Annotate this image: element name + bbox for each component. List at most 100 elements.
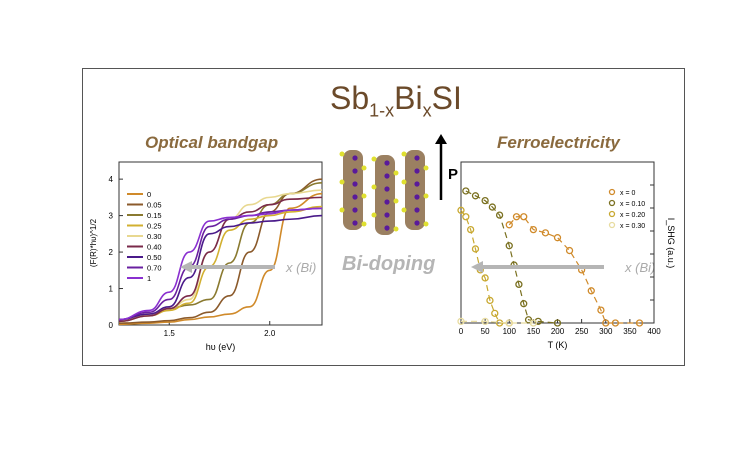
iodine-atom bbox=[414, 207, 420, 213]
shg-xtick-label: 350 bbox=[623, 327, 637, 336]
shg-fit-line bbox=[461, 320, 534, 324]
sulfur-atom bbox=[339, 207, 345, 213]
legend-label: x = 0.30 bbox=[620, 223, 645, 230]
shg-xtick-label: 50 bbox=[481, 327, 490, 336]
iodine-atom bbox=[414, 181, 420, 187]
bandgap-ytick-label: 4 bbox=[109, 175, 114, 184]
figure-frame bbox=[82, 68, 685, 366]
shg-data-point bbox=[481, 317, 489, 326]
shg-ylabel: I_SHG (a.u.) bbox=[666, 218, 676, 269]
bandgap-series-line bbox=[118, 207, 323, 321]
iodine-atom bbox=[352, 155, 358, 161]
shg-data-point bbox=[505, 242, 513, 250]
arrow-head-icon bbox=[471, 261, 483, 273]
legend-label: 0.30 bbox=[147, 232, 162, 241]
shg-data-point bbox=[462, 213, 470, 221]
bandgap-series-line bbox=[118, 178, 323, 324]
sulfur-atom bbox=[361, 221, 367, 227]
shg-data-point bbox=[602, 319, 610, 327]
legend-marker bbox=[608, 199, 616, 207]
legend-label: 0.15 bbox=[147, 211, 162, 220]
sulfur-atom bbox=[423, 193, 429, 199]
bandgap-xlabel: hυ (eV) bbox=[206, 342, 235, 352]
shg-data-point bbox=[529, 225, 538, 234]
shg-data-point bbox=[488, 203, 497, 211]
legend-marker bbox=[608, 188, 616, 196]
shg-xtick-label: 0 bbox=[459, 327, 464, 336]
title-sb: Sb bbox=[330, 80, 370, 116]
shg-data-point bbox=[491, 309, 499, 317]
bandgap-xtick-label: 1.5 bbox=[164, 329, 176, 338]
sulfur-atom bbox=[401, 179, 407, 185]
sulfur-atom bbox=[423, 165, 429, 171]
legend-label: x = 0.20 bbox=[620, 212, 645, 219]
bandgap-plot-frame bbox=[118, 161, 323, 326]
shg-data-point bbox=[466, 225, 475, 234]
legend-label: 1 bbox=[147, 274, 151, 283]
shg-data-point bbox=[611, 319, 620, 327]
title-sub2: x bbox=[422, 100, 432, 121]
shg-data-point bbox=[565, 246, 574, 255]
iodine-atom bbox=[352, 194, 358, 200]
bandgap-ylabel: (F(R)*hυ)^1/2 bbox=[89, 218, 98, 267]
shg-data-point bbox=[471, 192, 480, 200]
iodine-atom bbox=[384, 160, 390, 166]
shg-data-point bbox=[597, 306, 605, 314]
sulfur-atom bbox=[401, 151, 407, 157]
shg-data-point bbox=[635, 319, 644, 327]
bandgap-series-line bbox=[118, 214, 323, 321]
shg-xtick-label: 100 bbox=[503, 327, 517, 336]
bandgap-ytick-label: 2 bbox=[109, 248, 114, 257]
iodine-atom bbox=[414, 168, 420, 174]
sulfur-atom bbox=[371, 156, 377, 162]
legend-label: x = 0 bbox=[620, 190, 635, 197]
shg-data-point bbox=[481, 196, 489, 205]
shg-data-point bbox=[520, 300, 528, 308]
polarization-label: P bbox=[448, 166, 459, 183]
sulfur-atom bbox=[361, 165, 367, 171]
arrow-up-icon bbox=[435, 134, 447, 144]
bandgap-xtick-label: 2.0 bbox=[264, 329, 276, 338]
shg-data-point bbox=[529, 319, 538, 327]
sulfur-atom bbox=[393, 198, 399, 204]
right-panel-title: Ferroelectricity bbox=[497, 133, 620, 152]
sulfur-atom bbox=[361, 193, 367, 199]
iodine-atom bbox=[384, 199, 390, 205]
shg-data-point bbox=[524, 316, 533, 324]
iodine-atom bbox=[384, 212, 390, 218]
shg-data-point bbox=[553, 319, 562, 327]
shg-fit-line bbox=[465, 190, 558, 324]
crystal-chain bbox=[375, 155, 395, 235]
iodine-atom bbox=[352, 181, 358, 187]
sulfur-atom bbox=[371, 212, 377, 218]
shg-data-point bbox=[587, 287, 595, 295]
legend-label: x = 0.10 bbox=[620, 201, 645, 208]
sulfur-atom bbox=[423, 221, 429, 227]
shg-xtick-label: 300 bbox=[599, 327, 613, 336]
left-panel-title: Optical bandgap bbox=[145, 133, 279, 152]
shg-data-point bbox=[486, 296, 494, 305]
sulfur-atom bbox=[339, 179, 345, 185]
iodine-atom bbox=[414, 155, 420, 161]
crystal-chain bbox=[405, 150, 425, 230]
legend-label: 0.50 bbox=[147, 253, 162, 262]
sulfur-atom bbox=[339, 151, 345, 157]
legend-label: 0.05 bbox=[147, 201, 162, 210]
bandgap-ytick-label: 1 bbox=[109, 285, 114, 294]
shg-xtick-label: 250 bbox=[575, 327, 589, 336]
shg-data-point bbox=[481, 274, 489, 282]
bandgap-series-line bbox=[118, 192, 323, 326]
shg-data-point bbox=[457, 206, 465, 214]
title-bi: Bi bbox=[394, 80, 423, 116]
bandgap-series-line bbox=[118, 196, 323, 323]
shg-xtick-label: 150 bbox=[527, 327, 541, 336]
iodine-atom bbox=[352, 220, 358, 226]
shg-data-point bbox=[505, 221, 513, 229]
title-sub1: 1-x bbox=[369, 100, 395, 121]
shg-data-point bbox=[515, 280, 523, 289]
iodine-atom bbox=[414, 194, 420, 200]
shg-data-point bbox=[512, 213, 521, 221]
bandgap-ytick-label: 0 bbox=[109, 321, 114, 330]
shg-xlabel: T (K) bbox=[548, 340, 568, 350]
shg-data-point bbox=[541, 229, 550, 237]
